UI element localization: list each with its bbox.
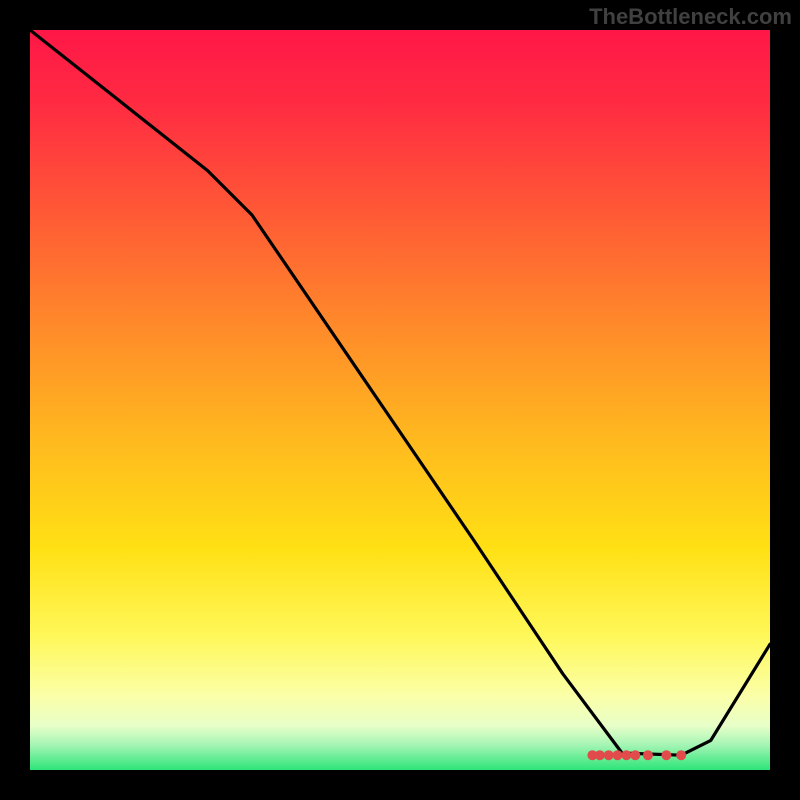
marker-group — [587, 750, 686, 760]
chart-container: TheBottleneck.com — [0, 0, 800, 800]
data-marker — [595, 750, 605, 760]
data-marker — [604, 750, 614, 760]
data-marker — [661, 750, 671, 760]
data-marker — [643, 750, 653, 760]
watermark-text: TheBottleneck.com — [589, 4, 792, 30]
data-marker — [630, 750, 640, 760]
data-line — [30, 30, 770, 755]
data-marker — [676, 750, 686, 760]
chart-overlay — [30, 30, 770, 770]
data-marker — [613, 750, 623, 760]
data-marker — [621, 750, 631, 760]
